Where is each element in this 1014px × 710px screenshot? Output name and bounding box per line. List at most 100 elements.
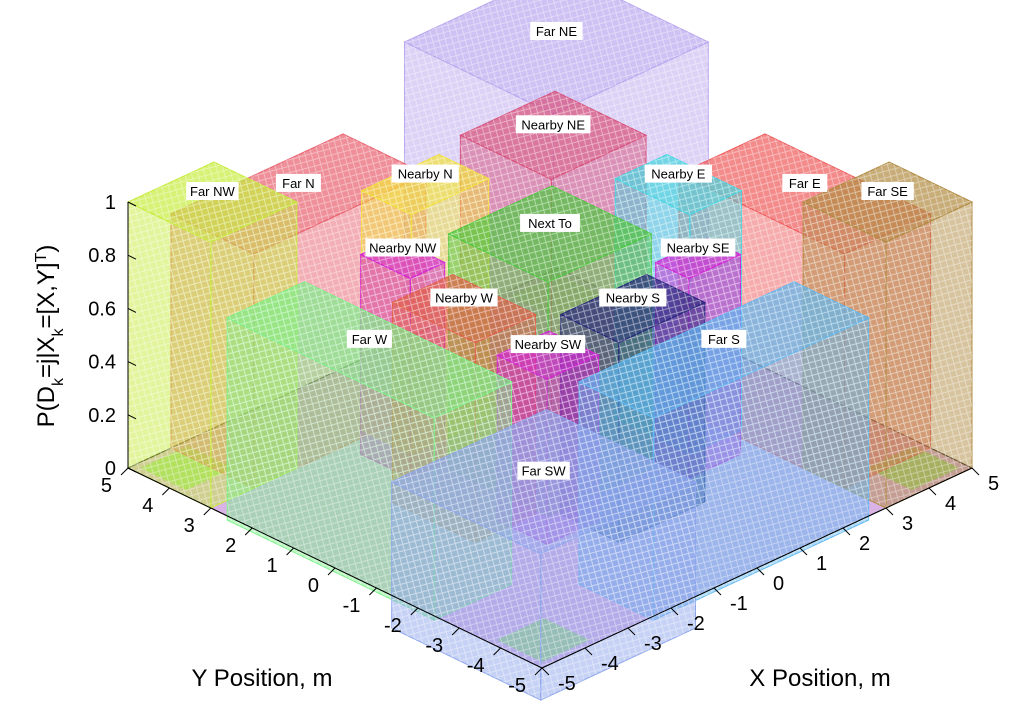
- x-tick-label: 1: [816, 553, 827, 575]
- surface-mesh: [404, 0, 709, 114]
- region-label-text: Nearby E: [651, 167, 706, 182]
- x-tick-mark: [885, 507, 894, 516]
- y-tick-mark: [203, 507, 212, 516]
- region-label-text: Nearby N: [398, 167, 453, 182]
- x-tick-mark: [928, 487, 937, 496]
- x-tick-mark: [799, 547, 808, 556]
- region-label-far-e: Far E: [782, 173, 828, 192]
- region-label-nearby-w: Nearby W: [430, 288, 498, 307]
- region-label-nearby-nw: Nearby NW: [365, 238, 440, 257]
- region-label-text: Nearby NE: [521, 117, 585, 132]
- region-label-text: Nearby W: [435, 291, 494, 306]
- x-tick-label: 4: [945, 493, 956, 515]
- x-tick-label: 2: [859, 533, 870, 555]
- region-label-text: Far W: [352, 332, 388, 347]
- x-tick-label: -4: [601, 653, 619, 675]
- region-label-far-sw: Far SW: [517, 461, 570, 480]
- x-tick-label: -2: [687, 613, 705, 635]
- region-label-box: [530, 22, 583, 40]
- region-label-box: [515, 115, 591, 134]
- region-label-box: [391, 164, 459, 183]
- region-label-far-n: Far N: [275, 173, 321, 192]
- region-label-text: Far N: [282, 176, 315, 191]
- y-tick-label: 4: [142, 495, 153, 517]
- y-tick-label: -2: [384, 615, 402, 637]
- y-tick-mark: [451, 627, 460, 636]
- surface-mesh: [560, 274, 705, 343]
- x-tick-label: 5: [988, 473, 999, 495]
- surface-far-sw: [390, 409, 697, 701]
- x-tick-mark: [713, 587, 722, 596]
- region-label-box: [275, 173, 321, 192]
- region-label-box: [701, 329, 747, 348]
- region-label-far-s: Far S: [701, 329, 747, 348]
- y-tick-mark: [327, 567, 336, 576]
- x-tick-label: 3: [902, 513, 913, 535]
- region-label-box: [782, 173, 828, 192]
- y-tick-mark: [369, 587, 377, 596]
- y-tick-label: -3: [425, 635, 443, 657]
- region-label-text: Nearby SW: [515, 337, 582, 352]
- surface-mesh: [391, 409, 696, 554]
- surface-mesh: [579, 281, 869, 418]
- y-tick-mark: [534, 667, 543, 676]
- region-label-box: [861, 182, 914, 200]
- region-label-box: [517, 461, 570, 480]
- y-tick-label: -4: [467, 655, 485, 677]
- region-label-text: Far SW: [522, 464, 567, 479]
- z-tick-mark: [127, 414, 137, 420]
- surface-mesh: [540, 481, 696, 700]
- region-label-next-to: Next To: [520, 213, 580, 232]
- y-tick-mark: [286, 547, 294, 556]
- z-tick-label: 0.8: [88, 245, 116, 267]
- y-tick-label: 1: [266, 555, 277, 577]
- region-label-nearby-se: Nearby SE: [660, 238, 736, 257]
- x-tick-mark: [756, 567, 765, 576]
- y-tick-mark: [410, 607, 419, 616]
- region-label-text: Far NE: [536, 24, 578, 39]
- x-tick-mark: [670, 607, 679, 616]
- region-label-box: [510, 335, 586, 354]
- y-tick-label: -1: [343, 595, 361, 617]
- x-tick-mark: [541, 667, 550, 676]
- region-label-nearby-s: Nearby S: [599, 288, 667, 307]
- x-tick-mark: [842, 527, 851, 536]
- region-label-box: [430, 288, 498, 307]
- surface-mesh: [128, 202, 211, 508]
- region-label-box: [186, 182, 239, 200]
- y-tick-mark: [244, 527, 253, 536]
- surface-mesh: [392, 274, 536, 343]
- z-axis-label: P(Dk=j|Xk=[X,Y]T): [33, 245, 67, 428]
- surface-mesh: [227, 281, 512, 418]
- x-tick-mark: [627, 627, 636, 636]
- x-axis-label: X Position, m: [749, 665, 890, 692]
- surface-mesh: [460, 91, 646, 180]
- region-label-box: [660, 238, 736, 257]
- y-tick-mark: [493, 647, 501, 656]
- z-tick-label: 0.4: [88, 352, 116, 374]
- region-label-far-se: Far SE: [861, 182, 914, 200]
- region-label-text: Far NW: [190, 184, 236, 199]
- tick-labels: 0 0.2 0.4 0.6 0.8 1 -5 -4 -3 -2 -1 0 1 2 3 4 5 -5 -4 -3 -2 -1…: [88, 192, 999, 697]
- region-label-text: Far SE: [867, 184, 908, 199]
- x-tick-mark: [584, 647, 593, 656]
- region-label-box: [346, 329, 392, 348]
- region-label-box: [520, 213, 580, 232]
- x-tick-label: -5: [558, 673, 576, 695]
- region-label-text: Next To: [528, 216, 572, 231]
- region-labels: Far NE Far N Far E Nearby NE Nearby N Nearby …: [186, 22, 914, 480]
- y-tick-label: -5: [508, 675, 526, 697]
- region-label-far-ne: Far NE: [530, 22, 583, 40]
- region-label-far-w: Far W: [346, 329, 392, 348]
- surface-mesh: [448, 185, 652, 282]
- surface-mesh: [391, 481, 541, 700]
- x-tick-label: -1: [730, 593, 748, 615]
- y-tick-mark: [120, 467, 129, 476]
- region-label-box: [365, 238, 440, 257]
- z-tick-mark: [127, 254, 137, 260]
- region-label-box: [644, 164, 712, 183]
- region-label-text: Nearby S: [606, 291, 661, 306]
- region-label-nearby-e: Nearby E: [644, 164, 712, 183]
- surface-mesh: [886, 202, 972, 508]
- x-tick-mark: [971, 467, 980, 476]
